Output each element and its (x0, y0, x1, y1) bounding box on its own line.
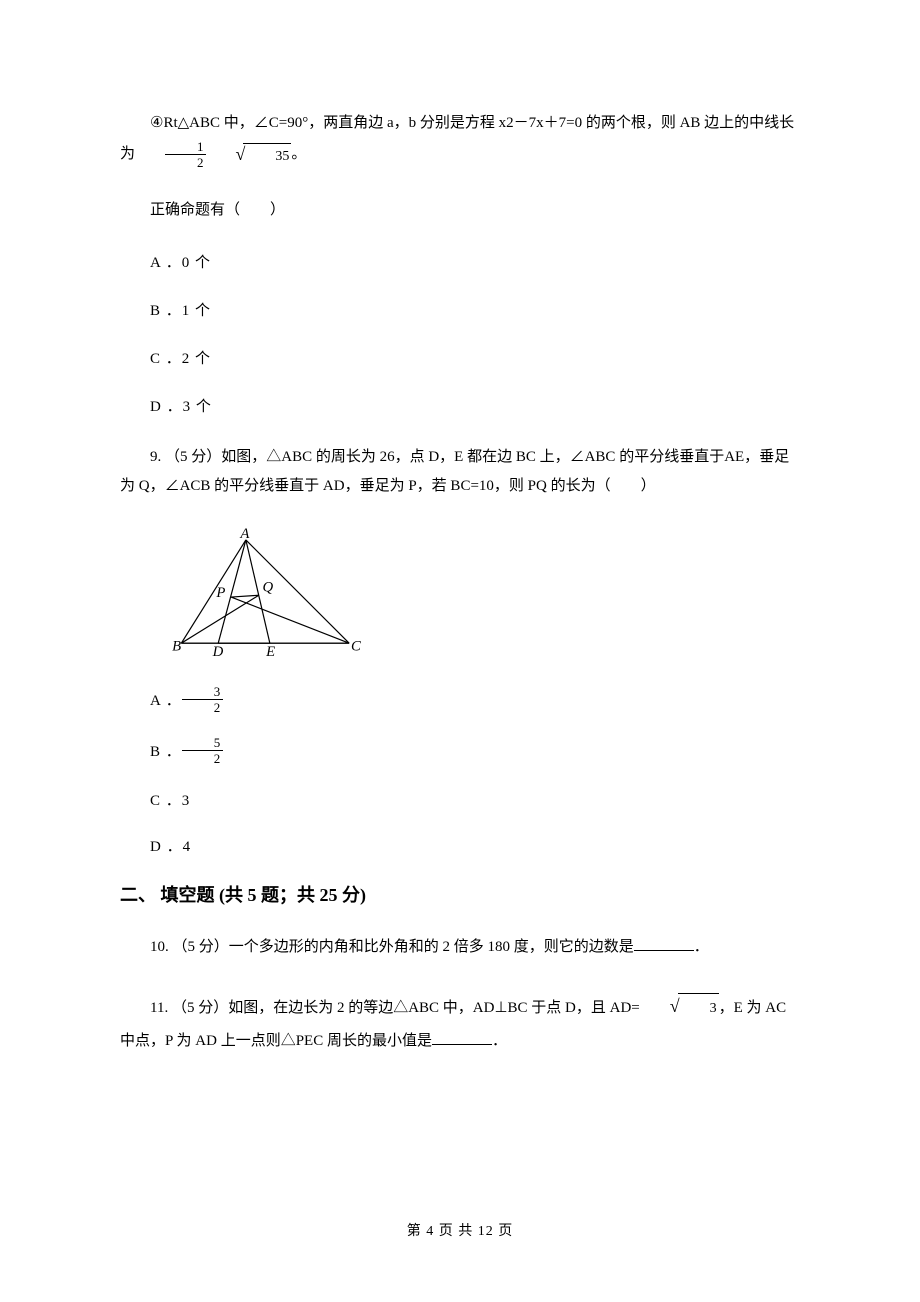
q10-blank (634, 935, 694, 951)
q8-option-d: D ．3 个 (120, 395, 800, 419)
q11-sqrt3: 3 (640, 988, 719, 1026)
q9-triangle-svg: A B C D E P Q (170, 527, 366, 669)
q9-text: 9. （5 分）如图，△ABC 的周长为 26，点 D，E 都在边 BC 上，∠… (120, 443, 800, 502)
svg-text:C: C (351, 639, 361, 655)
q9-option-b: B ．52 (120, 738, 800, 767)
q11-blank (432, 1029, 492, 1045)
svg-text:Q: Q (262, 580, 273, 596)
svg-text:E: E (265, 644, 275, 660)
page-content: ④Rt△ABC 中，∠C=90°，两直角边 a，b 分别是方程 x2－7x＋7=… (0, 0, 920, 1143)
q10-text: 10. （5 分）一个多边形的内角和比外角和的 2 倍多 180 度，则它的边数… (120, 934, 800, 962)
q9-option-d: D ．4 (120, 835, 800, 859)
q8-option-b: B ．1 个 (120, 299, 800, 323)
q9-option-a: A ．32 (120, 687, 800, 716)
q8-statement4: ④Rt△ABC 中，∠C=90°，两直角边 a，b 分别是方程 x2－7x＋7=… (120, 110, 800, 171)
page-footer: 第 4 页 共 12 页 (0, 1220, 920, 1240)
section2-title: 二、 填空题 (共 5 题；共 25 分) (120, 881, 800, 910)
q8-prompt: 正确命题有（ ） (120, 197, 800, 225)
svg-text:D: D (212, 644, 224, 660)
q9-option-c: C ．3 (120, 789, 800, 813)
svg-text:P: P (215, 585, 225, 601)
q8-median-formula: 1235 (135, 138, 291, 171)
q8-option-c: C ．2 个 (120, 347, 800, 371)
q8-statement4-suffix: 。 (291, 146, 306, 162)
q9-diagram: A B C D E P Q (170, 527, 800, 669)
q11-text: 11. （5 分）如图，在边长为 2 的等边△ABC 中，AD⊥BC 于点 D，… (120, 988, 800, 1057)
svg-text:B: B (172, 639, 181, 655)
svg-text:A: A (239, 527, 250, 542)
q8-option-a: A ．0 个 (120, 251, 800, 275)
